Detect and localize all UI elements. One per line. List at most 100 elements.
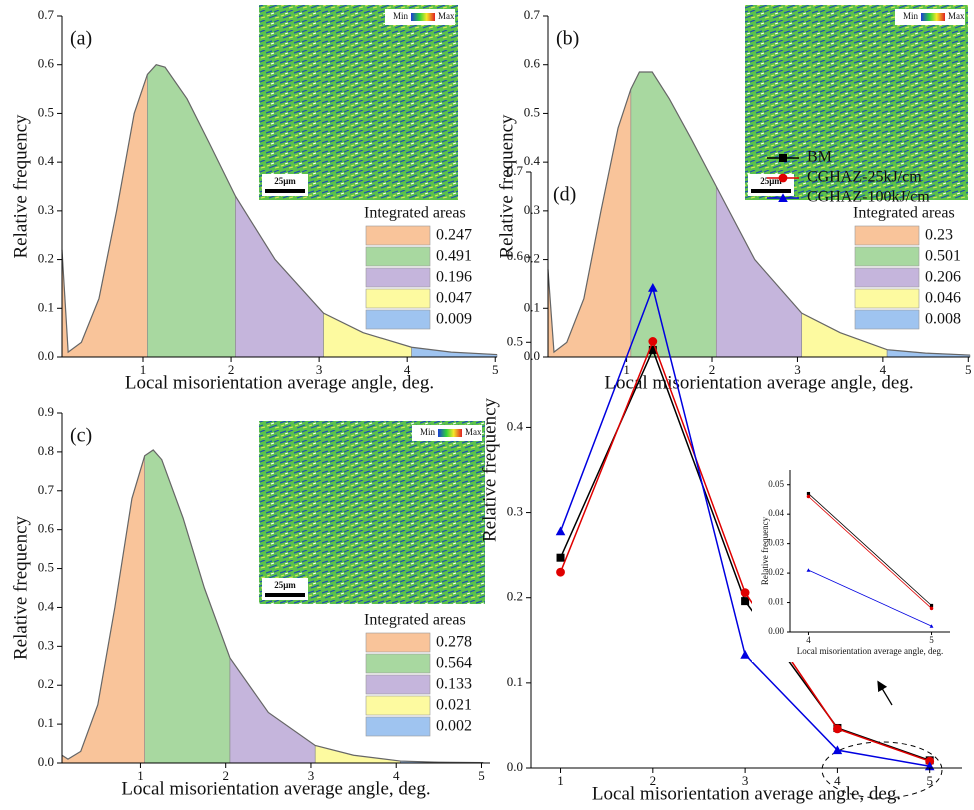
series-line <box>808 569 932 627</box>
x-tick-label: 4 <box>880 362 887 377</box>
colorbar-min: Min <box>420 427 436 437</box>
legend-value: 0.206 <box>925 269 961 286</box>
highlight-ellipse <box>821 741 943 799</box>
y-axis-label: Relative frequency <box>479 397 500 542</box>
legend-label: BM <box>807 149 832 166</box>
y-tick-label: 0.6 <box>507 248 524 263</box>
legend-title: Integrated areas <box>853 205 955 222</box>
y-axis-label: Relative frequency <box>496 114 517 259</box>
x-axis-label: Local misorientation average angle, deg. <box>592 783 901 804</box>
panel-label: (c) <box>70 425 92 447</box>
callout-arrow <box>877 680 893 706</box>
legend-value: 0.196 <box>436 269 472 286</box>
legend-value: 0.133 <box>436 676 472 693</box>
ebsd-map <box>745 5 968 200</box>
x-tick-label: 2 <box>228 362 235 377</box>
legend-label: CGHAZ-100kJ/cm <box>807 189 930 206</box>
legend-swatch <box>365 225 431 246</box>
y-tick-label: 0.7 <box>38 482 55 497</box>
y-tick-label: 0.2 <box>507 589 523 604</box>
point <box>832 745 843 755</box>
y-tick-label: 0.4 <box>507 418 524 433</box>
legend-value: 0.491 <box>436 248 472 265</box>
x-tick-label: 3 <box>316 362 323 377</box>
point <box>740 588 750 598</box>
legend-value: 0.009 <box>436 311 472 328</box>
y-tick-label: 0.9 <box>38 404 54 419</box>
point <box>556 553 565 562</box>
y-tick-label: 0.1 <box>38 299 54 314</box>
y-tick-label: 0.3 <box>38 637 54 652</box>
y-tick-label: 0.3 <box>38 202 54 217</box>
legend-swatch <box>854 246 920 267</box>
y-tick-label: 0.1 <box>38 715 54 730</box>
point <box>929 603 934 608</box>
point <box>833 724 842 734</box>
x-tick-label: 1 <box>623 362 630 377</box>
y-tick-label: 0.1 <box>507 674 523 689</box>
point <box>740 649 750 659</box>
series-line <box>808 496 932 609</box>
scale-bar-label: 25μm <box>274 580 296 590</box>
colorbar-min: Min <box>393 11 409 21</box>
y-tick-label: 0.02 <box>768 567 784 577</box>
point <box>806 568 811 572</box>
x-axis-label: Local misorientation average angle, deg. <box>797 646 943 656</box>
legend-swatch <box>365 246 431 267</box>
ebsd-map <box>259 5 458 200</box>
point <box>556 567 565 577</box>
point <box>741 597 750 606</box>
distribution-curve <box>61 64 498 356</box>
legend-value: 0.23 <box>925 227 953 244</box>
legend-value: 0.008 <box>925 311 961 328</box>
legend-value: 0.002 <box>436 718 472 735</box>
y-tick-label: 0.5 <box>38 104 54 119</box>
y-tick-label: 0.3 <box>507 504 523 519</box>
point <box>806 494 811 499</box>
legend-marker <box>778 173 788 183</box>
y-tick-label: 0.5 <box>38 560 54 575</box>
legend-swatch <box>365 309 431 330</box>
legend-title: Integrated areas <box>364 205 466 222</box>
y-tick-label: 0.4 <box>38 153 55 168</box>
inset-frame <box>752 458 960 662</box>
colorbar <box>411 13 435 21</box>
y-tick-label: 0.04 <box>768 508 784 518</box>
legend-value: 0.278 <box>436 634 472 651</box>
y-axis-label: Relative frequency <box>760 516 770 585</box>
x-tick-label: 1 <box>140 362 147 377</box>
x-tick-label: 4 <box>393 768 400 783</box>
legend-value: 0.021 <box>436 697 472 714</box>
x-tick-label: 2 <box>650 773 657 788</box>
series-line <box>808 493 932 606</box>
colorbar-min: Min <box>903 11 919 21</box>
x-tick-label: 3 <box>794 362 801 377</box>
y-tick-label: 0.2 <box>524 251 540 266</box>
scale-bar <box>751 189 791 193</box>
panel-label: (a) <box>70 28 92 50</box>
y-tick-label: 0.03 <box>768 538 784 548</box>
y-tick-label: 0.1 <box>524 299 540 314</box>
legend-swatch <box>365 653 431 674</box>
legend-swatch <box>365 632 431 653</box>
legend-marker <box>778 193 788 202</box>
ebsd-map <box>259 421 485 604</box>
scale-bar-label: 25μm <box>274 176 296 186</box>
legend-label: CGHAZ-25kJ/cm <box>807 169 922 186</box>
y-axis-label: Relative frequency <box>10 114 31 259</box>
legend-swatch <box>365 674 431 695</box>
colorbar-max: Max <box>465 427 482 437</box>
legend-swatch <box>854 267 920 288</box>
point <box>648 282 658 292</box>
scale-bar <box>265 189 305 193</box>
y-tick-label: 0.5 <box>524 104 540 119</box>
distribution-curve <box>61 449 484 764</box>
y-tick-label: 0.0 <box>38 754 54 769</box>
y-tick-label: 0.7 <box>524 7 541 22</box>
distribution-curve <box>547 71 971 356</box>
legend-swatch <box>854 225 920 246</box>
legend-value: 0.047 <box>436 290 472 307</box>
point <box>555 526 566 536</box>
panel-label: (b) <box>556 28 579 50</box>
